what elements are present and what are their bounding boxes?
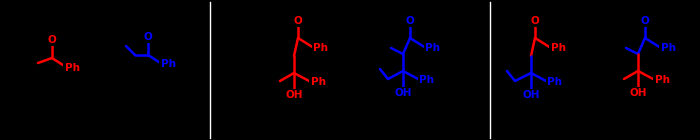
Text: Ph: Ph bbox=[547, 77, 563, 87]
Text: Ph: Ph bbox=[654, 75, 669, 85]
Text: O: O bbox=[293, 16, 302, 26]
Text: O: O bbox=[531, 16, 540, 26]
Text: Ph: Ph bbox=[311, 77, 326, 87]
Text: OH: OH bbox=[286, 90, 302, 100]
Text: Ph: Ph bbox=[64, 63, 80, 73]
Text: Ph: Ph bbox=[419, 75, 435, 85]
Text: OH: OH bbox=[394, 88, 412, 98]
Text: OH: OH bbox=[522, 90, 540, 100]
Text: Ph: Ph bbox=[550, 43, 566, 53]
Text: Ph: Ph bbox=[426, 43, 440, 53]
Text: O: O bbox=[144, 32, 153, 42]
Text: Ph: Ph bbox=[314, 43, 328, 53]
Text: O: O bbox=[640, 16, 650, 26]
Text: O: O bbox=[405, 16, 414, 26]
Text: Ph: Ph bbox=[661, 43, 676, 53]
Text: OH: OH bbox=[629, 88, 647, 98]
Text: O: O bbox=[48, 35, 57, 45]
Text: Ph: Ph bbox=[160, 59, 176, 69]
